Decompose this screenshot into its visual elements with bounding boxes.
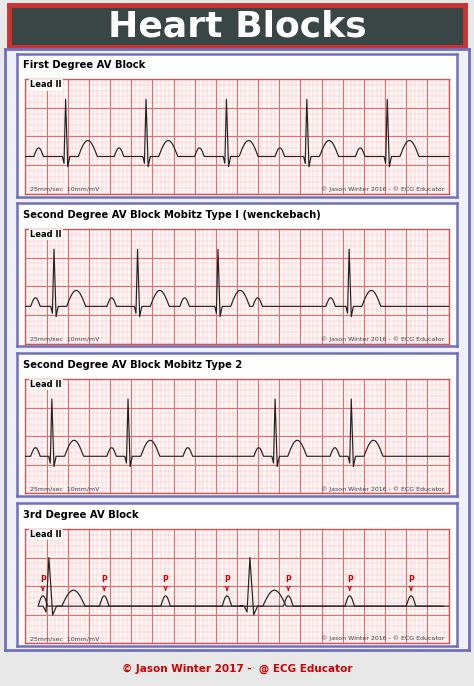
Text: 25mm/sec  10mm/mV: 25mm/sec 10mm/mV [30, 486, 99, 492]
Text: 25mm/sec  10mm/mV: 25mm/sec 10mm/mV [30, 187, 99, 192]
Text: P: P [101, 576, 107, 590]
Text: © Jason Winter 2016 - © ECG Educator: © Jason Winter 2016 - © ECG Educator [321, 486, 444, 492]
Text: P: P [224, 576, 230, 590]
Text: © Jason Winter 2017 -  @ ECG Educator: © Jason Winter 2017 - @ ECG Educator [122, 663, 352, 674]
Text: Lead II: Lead II [30, 380, 62, 389]
Text: Second Degree AV Block Mobitz Type I (wenckebach): Second Degree AV Block Mobitz Type I (we… [23, 210, 321, 220]
Text: 25mm/sec  10mm/mV: 25mm/sec 10mm/mV [30, 337, 99, 342]
Text: © Jason Winter 2016 - © ECG Educator: © Jason Winter 2016 - © ECG Educator [321, 636, 444, 641]
Text: P: P [285, 576, 291, 590]
Text: Lead II: Lead II [30, 530, 62, 539]
Text: P: P [408, 576, 414, 590]
Text: © Jason Winter 2016 - © ECG Educator: © Jason Winter 2016 - © ECG Educator [321, 336, 444, 342]
Text: © Jason Winter 2016 - © ECG Educator: © Jason Winter 2016 - © ECG Educator [321, 186, 444, 192]
Text: P: P [347, 576, 353, 590]
Text: Heart Blocks: Heart Blocks [108, 9, 366, 43]
Text: 3rd Degree AV Block: 3rd Degree AV Block [23, 510, 139, 520]
Text: 25mm/sec  10mm/mV: 25mm/sec 10mm/mV [30, 637, 99, 641]
Text: Lead II: Lead II [30, 230, 62, 239]
Text: Second Degree AV Block Mobitz Type 2: Second Degree AV Block Mobitz Type 2 [23, 360, 243, 370]
Text: Lead II: Lead II [30, 80, 62, 89]
Text: P: P [40, 576, 46, 590]
Text: P: P [163, 576, 168, 590]
Text: First Degree AV Block: First Degree AV Block [23, 60, 146, 70]
